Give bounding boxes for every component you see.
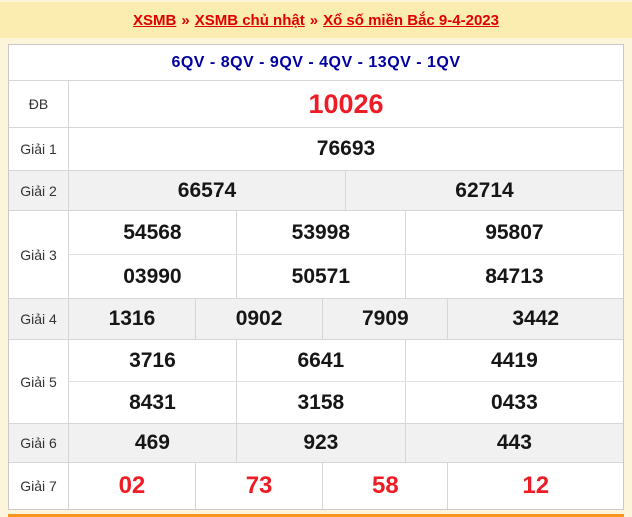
prize-number: 3158 <box>237 382 406 423</box>
prize-row-content: 3716 6641 4419 8431 3158 0433 <box>69 340 623 423</box>
prize-row-3: Giải 3 54568 53998 95807 03990 50571 84713 <box>9 211 623 299</box>
prize-number: 54568 <box>69 211 237 254</box>
prize-number: 0902 <box>196 299 324 339</box>
prize-number: 3442 <box>512 307 560 330</box>
prize-line: 8431 3158 0433 <box>69 381 623 423</box>
prize-row-content: 66574 62714 <box>69 171 623 210</box>
prize-number: 8431 <box>69 382 237 423</box>
prize-number: 0433 <box>491 390 538 414</box>
prize-rows: ĐB 10026 Giải 1 76693 Giải 2 66574 62714 Giải 3… <box>9 81 623 509</box>
prize-number: 10026 <box>308 88 384 119</box>
qv-codes: 6QV - 8QV - 9QV - 4QV - 13QV - 1QV <box>9 45 623 81</box>
prize-number: 3716 <box>69 340 237 381</box>
prize-number: 50571 <box>237 255 406 298</box>
prize-number: 58 <box>323 463 449 509</box>
orange-divider-bar <box>8 514 624 517</box>
prize-line: 1316 0902 7909 3442 <box>69 299 623 339</box>
prize-number: 12 <box>522 472 550 499</box>
prize-number: 62714 <box>455 178 514 202</box>
prize-line: 66574 62714 <box>69 171 623 210</box>
prize-number: 66574 <box>69 171 346 210</box>
prize-number: 95807 <box>485 220 544 244</box>
prize-row-5: Giải 5 3716 6641 4419 8431 3158 0433 <box>9 340 623 424</box>
prize-label: Giải 7 <box>9 463 69 509</box>
prize-label: Giải 3 <box>9 211 69 298</box>
prize-label: Giải 5 <box>9 340 69 423</box>
prize-number: 7909 <box>323 299 449 339</box>
prize-line: 469 923 443 <box>69 424 623 462</box>
prize-number: 1316 <box>69 299 196 339</box>
prize-row-7: Giải 7 02 73 58 12 <box>9 463 623 509</box>
prize-row-content: 02 73 58 12 <box>69 463 623 509</box>
prize-line: 10026 <box>69 81 623 127</box>
breadcrumb-separator: » <box>181 11 190 29</box>
prize-row-content: 10026 <box>69 81 623 127</box>
header-band: XSMB» XSMB chủ nhật» Xổ số miền Bắc 9-4-20… <box>0 2 632 38</box>
prize-row-content: 469 923 443 <box>69 424 623 462</box>
prize-number: 53998 <box>237 211 406 254</box>
prize-row-2: Giải 2 66574 62714 <box>9 171 623 211</box>
prize-line: 3716 6641 4419 <box>69 340 623 381</box>
prize-label: ĐB <box>9 81 69 127</box>
prize-number: 73 <box>196 463 324 509</box>
breadcrumb-link-ket-qua-ngay[interactable]: Xổ số miền Bắc 9-4-2023 <box>323 11 499 29</box>
prize-row-content: 76693 <box>69 128 623 170</box>
prize-number: 02 <box>69 463 196 509</box>
prize-label: Giải 4 <box>9 299 69 339</box>
prize-line: 02 73 58 12 <box>69 463 623 509</box>
breadcrumb: XSMB» XSMB chủ nhật» Xổ số miền Bắc 9-4-20… <box>133 12 499 29</box>
prize-row-4: Giải 4 1316 0902 7909 3442 <box>9 299 623 340</box>
prize-row-content: 54568 53998 95807 03990 50571 84713 <box>69 211 623 298</box>
prize-line: 03990 50571 84713 <box>69 254 623 298</box>
prize-row-0: ĐB 10026 <box>9 81 623 128</box>
prize-number: 469 <box>69 424 237 462</box>
prize-number: 6641 <box>237 340 406 381</box>
prize-row-6: Giải 6 469 923 443 <box>9 424 623 463</box>
prize-number: 03990 <box>69 255 237 298</box>
prize-label: Giải 6 <box>9 424 69 462</box>
results-table: 6QV - 8QV - 9QV - 4QV - 13QV - 1QV ĐB 100… <box>8 44 624 510</box>
prize-number: 4419 <box>491 348 538 372</box>
breadcrumb-link-xsmb[interactable]: XSMB <box>133 11 177 29</box>
prize-line: 54568 53998 95807 <box>69 211 623 254</box>
prize-number: 923 <box>237 424 406 462</box>
prize-row-content: 1316 0902 7909 3442 <box>69 299 623 339</box>
prize-row-1: Giải 1 76693 <box>9 128 623 171</box>
breadcrumb-separator: » <box>309 11 319 29</box>
prize-label: Giải 1 <box>9 128 69 170</box>
prize-number: 84713 <box>485 264 544 288</box>
breadcrumb-link-xsmb-chu-nhat[interactable]: XSMB chủ nhật <box>194 11 305 29</box>
prize-number: 443 <box>496 431 532 454</box>
prize-line: 76693 <box>69 128 623 170</box>
prize-number: 76693 <box>316 137 376 160</box>
prize-label: Giải 2 <box>9 171 69 210</box>
